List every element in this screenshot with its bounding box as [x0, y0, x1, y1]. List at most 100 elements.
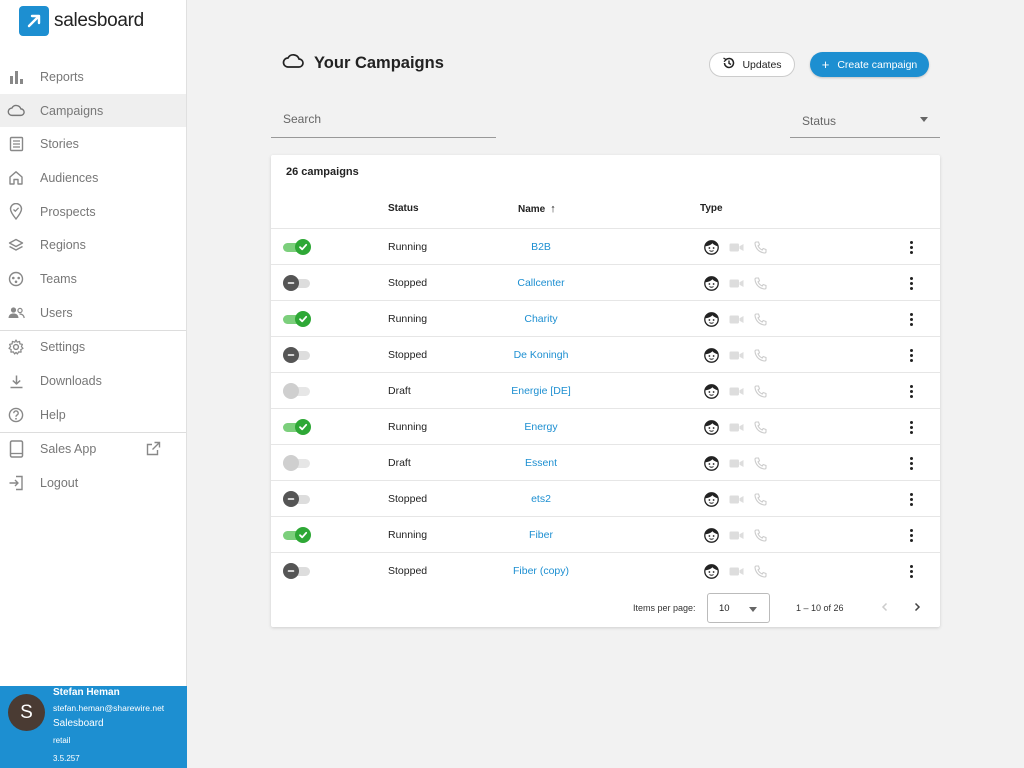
campaign-name-link[interactable]: Fiber (copy): [512, 565, 569, 577]
sidebar-item-regions[interactable]: Regions: [0, 228, 186, 262]
previous-page-button[interactable]: [877, 599, 893, 615]
row-menu-button[interactable]: [901, 373, 921, 409]
sidebar-item-settings[interactable]: Settings: [0, 331, 186, 365]
status-toggle[interactable]: [283, 347, 311, 363]
table-row[interactable]: Stopped Fiber (copy): [271, 552, 940, 588]
next-page-button[interactable]: [909, 599, 925, 615]
face-to-face-icon: [704, 419, 719, 435]
sidebar-item-label: Campaigns: [40, 103, 104, 118]
page-size-select[interactable]: 10: [707, 593, 770, 623]
status-filter-select[interactable]: Status: [790, 104, 940, 138]
campaign-name-link[interactable]: Charity: [524, 313, 558, 325]
sidebar-item-reports[interactable]: Reports: [0, 60, 186, 94]
status-toggle[interactable]: [283, 311, 311, 327]
table-row[interactable]: Stopped De Koningh: [271, 336, 940, 372]
status-toggle[interactable]: [283, 491, 311, 507]
row-menu-button[interactable]: [901, 409, 921, 445]
sidebar-item-help[interactable]: Help: [0, 398, 186, 432]
search-input[interactable]: [271, 104, 496, 134]
campaign-name-link[interactable]: ets2: [531, 493, 551, 505]
bar-chart-icon: [7, 68, 25, 86]
video-icon: [729, 566, 744, 577]
table-row[interactable]: Stopped ets2: [271, 480, 940, 516]
status-toggle[interactable]: [283, 383, 311, 399]
sidebar-item-label: Reports: [40, 69, 84, 84]
campaign-name-link[interactable]: De Koningh: [513, 349, 569, 361]
sidebar-item-label: Help: [40, 407, 66, 422]
sidebar-item-audiences[interactable]: Audiences: [0, 161, 186, 195]
column-header-status[interactable]: Status: [388, 203, 419, 214]
sidebar-item-label: Sales App: [40, 442, 97, 457]
face-to-face-icon: [704, 239, 719, 255]
campaign-name-link[interactable]: Energy: [524, 421, 558, 433]
brand-name: salesboard: [54, 10, 144, 31]
campaign-name-link[interactable]: Energie [DE]: [511, 385, 571, 397]
check-icon: [295, 419, 311, 435]
user-profile[interactable]: S Stefan Heman stefan.heman@sharewire.ne…: [0, 686, 187, 768]
table-row[interactable]: Draft Energie [DE]: [271, 372, 940, 408]
campaign-name-link[interactable]: Fiber: [529, 529, 553, 541]
campaign-name-link[interactable]: Essent: [524, 457, 558, 469]
campaign-name-link[interactable]: Callcenter: [517, 277, 565, 289]
sidebar-item-downloads[interactable]: Downloads: [0, 364, 186, 398]
table-row[interactable]: Running Charity: [271, 300, 940, 336]
campaign-type: [704, 553, 767, 589]
sidebar-item-teams[interactable]: Teams: [0, 262, 186, 296]
campaign-name-link[interactable]: B2B: [531, 241, 551, 253]
row-menu-button[interactable]: [901, 553, 921, 589]
campaign-type: [704, 373, 767, 409]
phone-icon: [754, 564, 767, 578]
status-toggle[interactable]: [283, 563, 311, 579]
status-toggle[interactable]: [283, 275, 311, 291]
campaign-status: Stopped: [388, 493, 428, 505]
more-vert-icon: [909, 492, 913, 506]
brand[interactable]: salesboard: [19, 6, 144, 36]
sidebar-item-logout[interactable]: Logout: [0, 466, 186, 500]
status-toggle[interactable]: [283, 527, 311, 543]
external-link-icon[interactable]: [146, 441, 161, 459]
sidebar-item-sales-app[interactable]: Sales App: [0, 433, 186, 467]
check-icon: [295, 311, 311, 327]
row-menu-button[interactable]: [901, 301, 921, 337]
phone-icon: [754, 276, 767, 290]
column-header-name[interactable]: Name ↑: [518, 203, 556, 215]
minus-icon: [283, 275, 299, 291]
table-row[interactable]: Running Energy: [271, 408, 940, 444]
campaign-type: [704, 517, 767, 553]
row-menu-button[interactable]: [901, 337, 921, 373]
updates-label: Updates: [742, 58, 782, 71]
sidebar-item-label: Prospects: [40, 204, 96, 219]
status-toggle[interactable]: [283, 455, 311, 471]
sidebar-item-prospects[interactable]: Prospects: [0, 195, 186, 229]
video-icon: [729, 242, 744, 253]
campaign-type: [704, 409, 767, 445]
phone-icon: [754, 456, 767, 470]
row-menu-button[interactable]: [901, 265, 921, 301]
updates-button[interactable]: Updates: [709, 52, 795, 77]
campaign-status: Running: [388, 241, 428, 253]
app-version: 3.5.257: [53, 754, 80, 763]
table-row[interactable]: Running Fiber: [271, 516, 940, 552]
sidebar-item-label: Settings: [40, 340, 86, 355]
table-row[interactable]: Draft Essent: [271, 444, 940, 480]
row-menu-button[interactable]: [901, 229, 921, 265]
row-menu-button[interactable]: [901, 445, 921, 481]
video-icon: [729, 422, 744, 433]
video-icon: [729, 278, 744, 289]
sidebar-item-campaigns[interactable]: Campaigns: [0, 93, 186, 128]
sidebar: salesboard Reports Campaigns Stories Audien…: [0, 0, 187, 768]
sidebar-item-stories[interactable]: Stories: [0, 127, 186, 161]
status-toggle[interactable]: [283, 239, 311, 255]
status-toggle[interactable]: [283, 419, 311, 435]
minus-icon: [283, 383, 299, 399]
row-menu-button[interactable]: [901, 517, 921, 553]
row-menu-button[interactable]: [901, 481, 921, 517]
table-row[interactable]: Running B2B: [271, 228, 940, 264]
more-vert-icon: [909, 528, 913, 542]
sidebar-item-label: Stories: [40, 137, 79, 152]
create-campaign-button[interactable]: + Create campaign: [810, 52, 929, 77]
phone-icon: [754, 420, 767, 434]
sidebar-item-users[interactable]: Users: [0, 296, 186, 330]
campaign-status: Running: [388, 313, 428, 325]
table-row[interactable]: Stopped Callcenter: [271, 264, 940, 300]
